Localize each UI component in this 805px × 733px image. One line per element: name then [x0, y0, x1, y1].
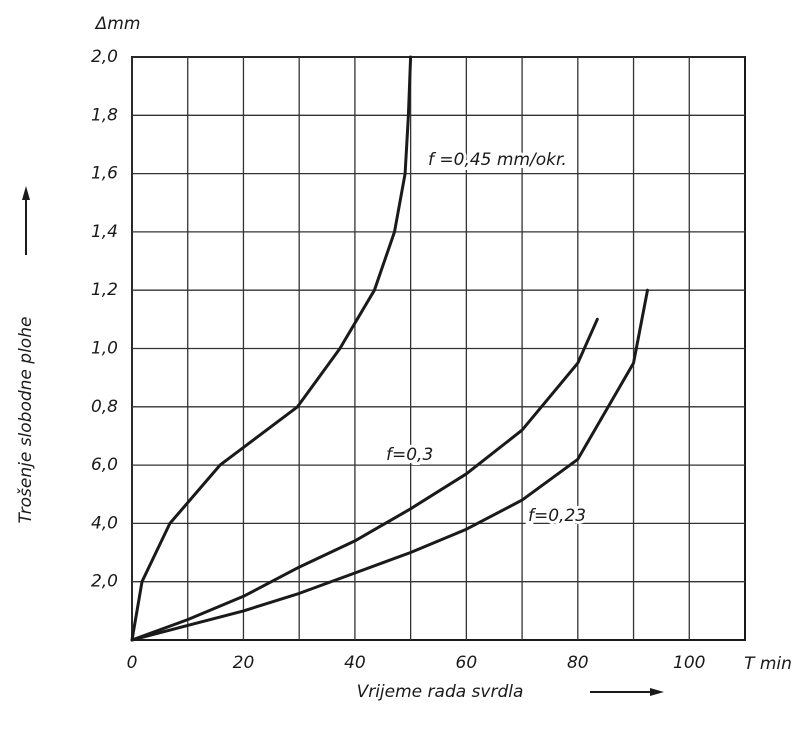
x-tick-label: 40	[344, 653, 366, 673]
series-line	[130, 55, 413, 642]
series-line	[130, 317, 599, 642]
y-tick-label: 4,0	[91, 513, 118, 533]
y-arrow	[22, 186, 30, 255]
series-label: f =0,45 mm/okr.	[428, 150, 567, 170]
x-tick-label: 60	[456, 653, 478, 673]
series-label: f=0,23	[528, 506, 586, 526]
x-tick-label: 20	[233, 653, 255, 673]
y-tick-label: 0,8	[91, 397, 118, 417]
x-tick-label: 80	[567, 653, 589, 673]
y-tick-label: 1,2	[91, 280, 118, 300]
x-unit: T min	[744, 654, 792, 674]
y-tick-label: 2,0	[91, 47, 118, 67]
y-tick-label: 2,0	[91, 572, 118, 592]
series-line	[130, 288, 649, 642]
y-unit: Δmm	[94, 14, 141, 34]
y-tick-label: 1,6	[91, 164, 118, 184]
x-axis-label: Vrijeme rada svrdla	[357, 682, 524, 702]
y-tick-label: 6,0	[91, 455, 118, 475]
x-tick-label: 100	[673, 653, 705, 673]
y-tick-label: 1,0	[91, 339, 118, 359]
x-tick-label: 0	[127, 653, 138, 673]
y-tick-label: 1,8	[91, 105, 118, 125]
series-label: f=0,3	[386, 445, 433, 465]
x-arrow	[590, 688, 664, 696]
y-tick-label: 1,4	[91, 222, 118, 242]
y-axis-label: Trošenje slobodne plohe	[16, 317, 36, 524]
